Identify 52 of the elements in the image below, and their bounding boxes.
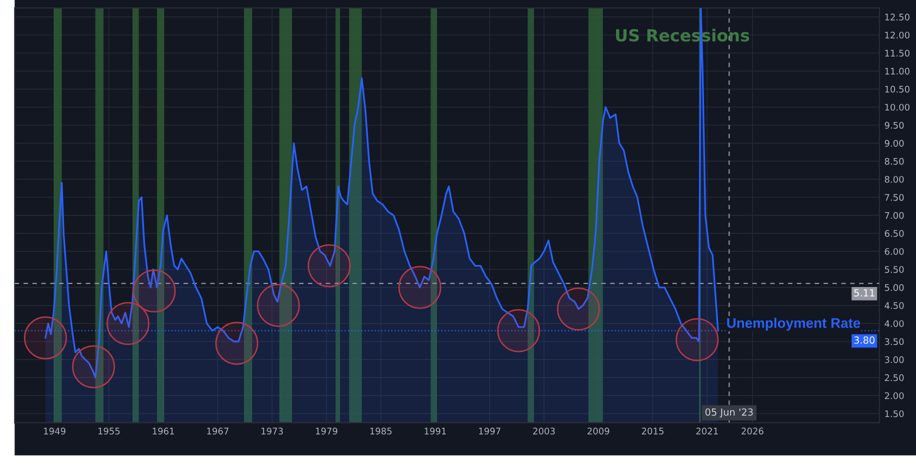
y-tick-label: 8.50 xyxy=(884,158,904,165)
series-label: Unemployment Rate xyxy=(727,318,860,331)
y-tick-label: 5.00 xyxy=(884,284,904,291)
y-tick-label: 2.50 xyxy=(884,374,904,382)
x-tick-label: 2003 xyxy=(533,428,555,434)
y-tick-label: 10.00 xyxy=(885,104,910,111)
point xyxy=(24,316,67,360)
point xyxy=(398,266,442,309)
x-tick-label: 1967 xyxy=(207,428,228,434)
ref-line-label: 05 Jun '23 xyxy=(705,408,753,418)
x-tick-label: 1991 xyxy=(424,428,446,434)
y-tick-label: 6.50 xyxy=(884,230,904,237)
y-tick-label: 3.50 xyxy=(884,338,904,346)
y-tick-label: 3.00 xyxy=(884,356,904,364)
y-tick-label: 7.00 xyxy=(884,212,904,219)
point xyxy=(215,322,258,365)
x-tick-label: 2015 xyxy=(642,428,664,434)
y-tick-label: 6.00 xyxy=(884,248,904,255)
point xyxy=(132,269,176,313)
y-tick-label: 9.50 xyxy=(884,122,904,129)
y-tick-label: 4.00 xyxy=(884,320,904,328)
y-tick-label: 8.00 xyxy=(884,176,904,183)
y-tick-label: 2.00 xyxy=(884,392,904,400)
y-tick-label: 10.50 xyxy=(885,86,910,93)
point xyxy=(72,345,116,388)
y-tick-label: 11.50 xyxy=(885,50,910,57)
x-tick-label: 1949 xyxy=(44,428,66,434)
point xyxy=(556,288,600,331)
y-tick-label: 4.50 xyxy=(884,302,904,309)
x-tick-label: 2009 xyxy=(588,428,610,434)
y-tick-label: 12.50 xyxy=(885,14,910,21)
point xyxy=(676,318,719,362)
y-tick-label: 1.50 xyxy=(885,410,904,418)
y-tick-label: 7.50 xyxy=(884,194,904,201)
point xyxy=(497,309,540,352)
x-tick-label: 1961 xyxy=(152,428,174,434)
x-tick-label: 1973 xyxy=(262,428,283,434)
ref-line-label: 5.11 xyxy=(854,289,874,297)
y-tick-label: 5.50 xyxy=(884,266,904,273)
x-tick-label: 1985 xyxy=(370,428,392,434)
x-tick-label: 2021 xyxy=(696,428,718,434)
point xyxy=(256,284,300,327)
x-tick-label: 1955 xyxy=(98,428,120,434)
ref-line-label: 3.80 xyxy=(854,336,875,344)
point xyxy=(308,244,351,288)
x-tick-label: 2026 xyxy=(742,428,764,434)
point xyxy=(106,302,150,345)
y-tick-label: 11.00 xyxy=(885,68,910,75)
y-tick-label: 9.00 xyxy=(884,140,904,147)
y-tick-label: 12.00 xyxy=(885,32,910,39)
x-tick-label: 1979 xyxy=(316,428,338,434)
x-tick-label: 1997 xyxy=(479,428,500,434)
